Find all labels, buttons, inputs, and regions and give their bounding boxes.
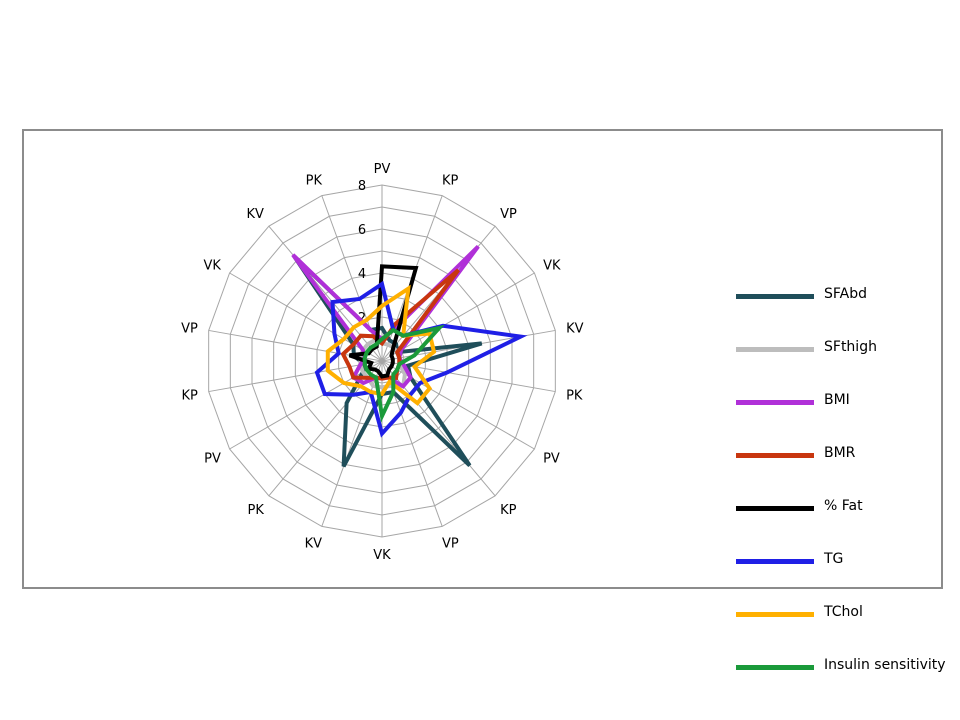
legend-label: TChol: [824, 604, 863, 620]
legend-item: BMI: [736, 383, 956, 423]
legend-swatch: [736, 559, 814, 564]
grid-spoke: [268, 225, 383, 362]
series-line-tchol: [325, 284, 437, 406]
legend-label: % Fat: [824, 498, 863, 514]
legend-label: SFAbd: [824, 286, 868, 302]
axis-category-label: PV: [204, 452, 221, 467]
axis-category-label: PV: [374, 162, 391, 177]
legend-item: SFAbd: [736, 277, 956, 317]
axis-category-label: VP: [500, 207, 517, 222]
series-line-insulin-sensitivity: [362, 324, 445, 423]
axis-category-label: KV: [305, 536, 323, 551]
legend-swatch: [736, 347, 814, 352]
legend-item: SFthigh: [736, 330, 956, 370]
legend-swatch: [736, 506, 814, 511]
axis-category-label: KP: [182, 389, 199, 404]
grid-spoke: [208, 360, 383, 393]
grid-spoke: [321, 360, 383, 527]
axis-category-label: VP: [442, 536, 459, 551]
legend-item: TChol: [736, 595, 956, 635]
axis-category-label: VK: [203, 259, 221, 274]
legend-swatch: [736, 453, 814, 458]
legend-swatch: [736, 612, 814, 617]
legend-item: TG: [736, 542, 956, 582]
chart-frame: PV KP VP VK KV PK PV KP VP VK KV PK PV KP VP VK KV PK 2 4 6…: [22, 129, 946, 673]
legend-label: BMR: [824, 445, 856, 461]
axis-category-label: KP: [442, 174, 459, 189]
legend-item: BMR: [736, 436, 956, 476]
legend-label: BMI: [824, 392, 850, 408]
legend-label: TG: [824, 551, 844, 567]
axis-category-label: KV: [566, 322, 584, 337]
legend-swatch: [736, 400, 814, 405]
grid-spoke: [229, 272, 383, 362]
legend-label: Insulin sensitivity: [824, 657, 946, 673]
radial-tick-label: 4: [358, 267, 366, 282]
grid-spoke: [381, 272, 535, 362]
series-lines: [291, 244, 528, 468]
axis-category-label: KP: [500, 503, 517, 518]
legend-label: SFthigh: [824, 339, 877, 355]
series-line-sfabd: [292, 255, 483, 468]
axis-category-label: VK: [373, 548, 391, 563]
axis-category-label: KV: [246, 207, 264, 222]
series-line-bmr: [340, 268, 461, 381]
legend-item: Insulin sensitivity: [736, 648, 956, 688]
radial-tick-label: 2: [358, 311, 366, 326]
radar-grid: [208, 184, 556, 538]
legend-item: % Fat: [736, 489, 956, 529]
legend-swatch: [736, 294, 814, 299]
axis-category-label: PK: [566, 389, 583, 404]
axis-category-label: VP: [181, 322, 198, 337]
radial-tick-label: 6: [358, 223, 366, 238]
grid-spoke: [381, 360, 496, 497]
legend-swatch: [736, 665, 814, 670]
axis-category-label: VK: [543, 259, 561, 274]
radar-chart: PV KP VP VK KV PK PV KP VP VK KV PK PV KP VP VK KV PK 2 4 6…: [181, 162, 583, 563]
axis-category-label: PK: [248, 503, 265, 518]
axis-labels: PV KP VP VK KV PK PV KP VP VK KV PK PV KP VP VK KV PK: [181, 162, 583, 563]
radial-tick-labels: 2 4 6 8: [358, 179, 366, 326]
radial-tick-label: 8: [358, 179, 366, 194]
axis-category-label: PK: [306, 174, 323, 189]
axis-category-label: PV: [543, 452, 560, 467]
series-line-fat: [348, 264, 419, 379]
